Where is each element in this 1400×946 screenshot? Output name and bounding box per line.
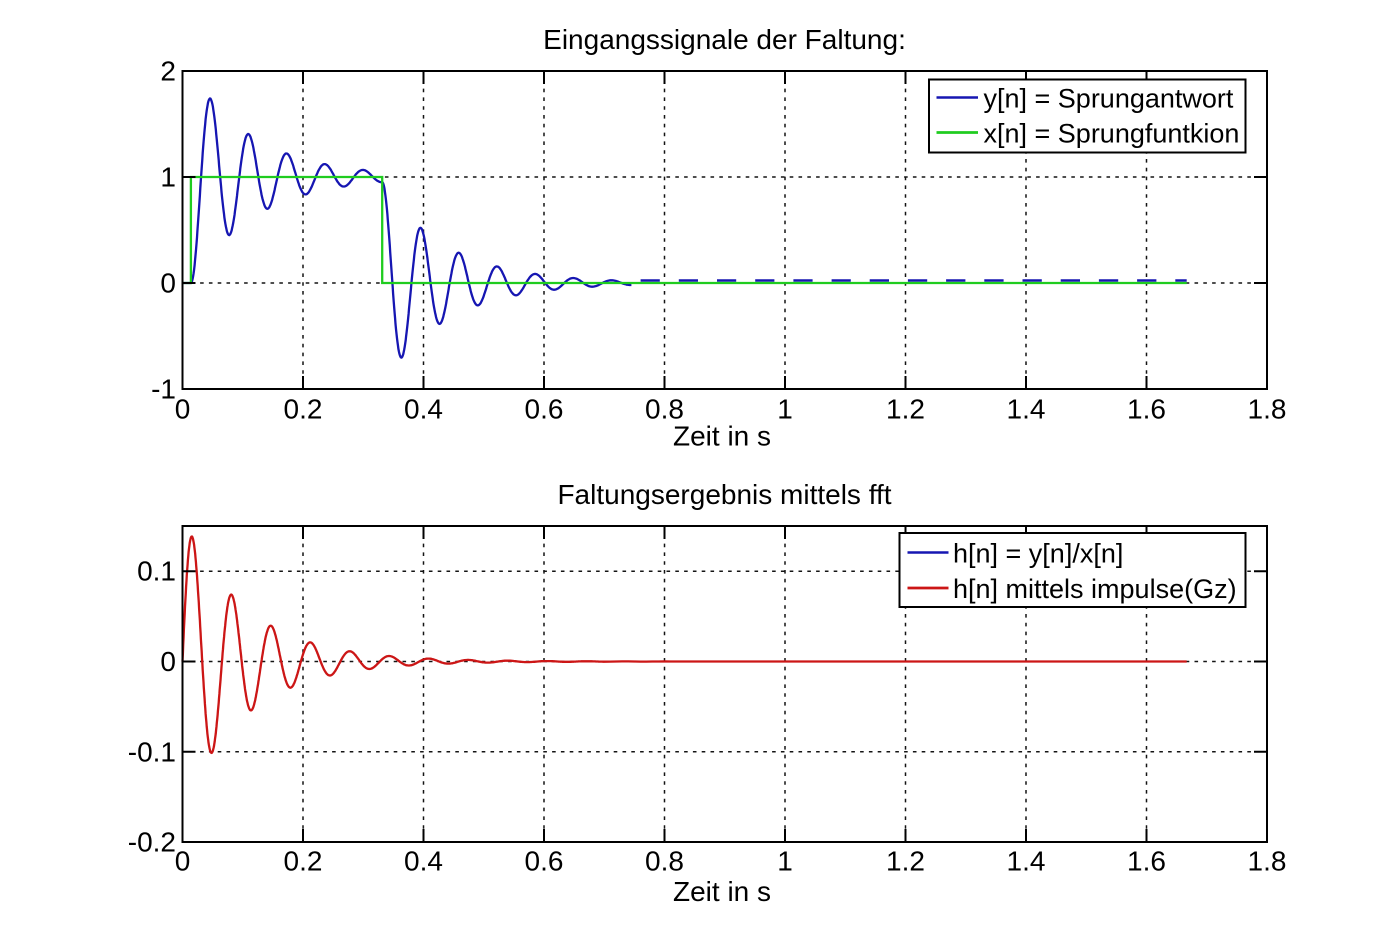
svg-text:1.8: 1.8	[1248, 846, 1287, 877]
svg-text:0: 0	[160, 646, 176, 677]
svg-text:2: 2	[160, 56, 176, 87]
svg-text:0.4: 0.4	[404, 846, 443, 877]
svg-text:h[n] mittels impulse(Gz): h[n] mittels impulse(Gz)	[953, 574, 1237, 604]
svg-text:Faltungsergebnis mittels fft: Faltungsergebnis mittels fft	[557, 479, 891, 510]
svg-text:1.2: 1.2	[886, 846, 925, 877]
svg-text:0.2: 0.2	[284, 846, 323, 877]
svg-text:1.4: 1.4	[1007, 846, 1046, 877]
svg-text:0.1: 0.1	[137, 556, 176, 587]
svg-text:0.2: 0.2	[284, 394, 323, 425]
svg-text:-0.1: -0.1	[128, 736, 176, 767]
svg-text:1: 1	[160, 162, 176, 193]
svg-text:0.8: 0.8	[645, 846, 684, 877]
svg-text:0: 0	[175, 394, 191, 425]
svg-text:0.6: 0.6	[525, 846, 564, 877]
svg-text:-0.2: -0.2	[128, 827, 176, 858]
svg-text:0.8: 0.8	[645, 394, 684, 425]
svg-text:1.8: 1.8	[1248, 394, 1287, 425]
svg-text:0.4: 0.4	[404, 394, 443, 425]
svg-text:1.6: 1.6	[1127, 394, 1166, 425]
svg-text:1: 1	[777, 846, 793, 877]
svg-text:-1: -1	[151, 374, 176, 405]
svg-text:0: 0	[175, 846, 191, 877]
svg-text:Zeit in s: Zeit in s	[673, 876, 771, 907]
svg-text:1: 1	[777, 394, 793, 425]
svg-text:1.4: 1.4	[1007, 394, 1046, 425]
svg-text:1.2: 1.2	[886, 394, 925, 425]
svg-text:y[n] = Sprungantwort: y[n] = Sprungantwort	[984, 84, 1234, 114]
svg-text:0: 0	[160, 268, 176, 299]
svg-text:x[n] = Sprungfuntkion: x[n] = Sprungfuntkion	[984, 119, 1240, 149]
svg-text:h[n] = y[n]/x[n]: h[n] = y[n]/x[n]	[953, 539, 1123, 569]
svg-text:Eingangssignale der Faltung:: Eingangssignale der Faltung:	[543, 24, 906, 55]
svg-text:Zeit in s: Zeit in s	[673, 421, 771, 452]
svg-text:1.6: 1.6	[1127, 846, 1166, 877]
svg-text:0.6: 0.6	[525, 394, 564, 425]
